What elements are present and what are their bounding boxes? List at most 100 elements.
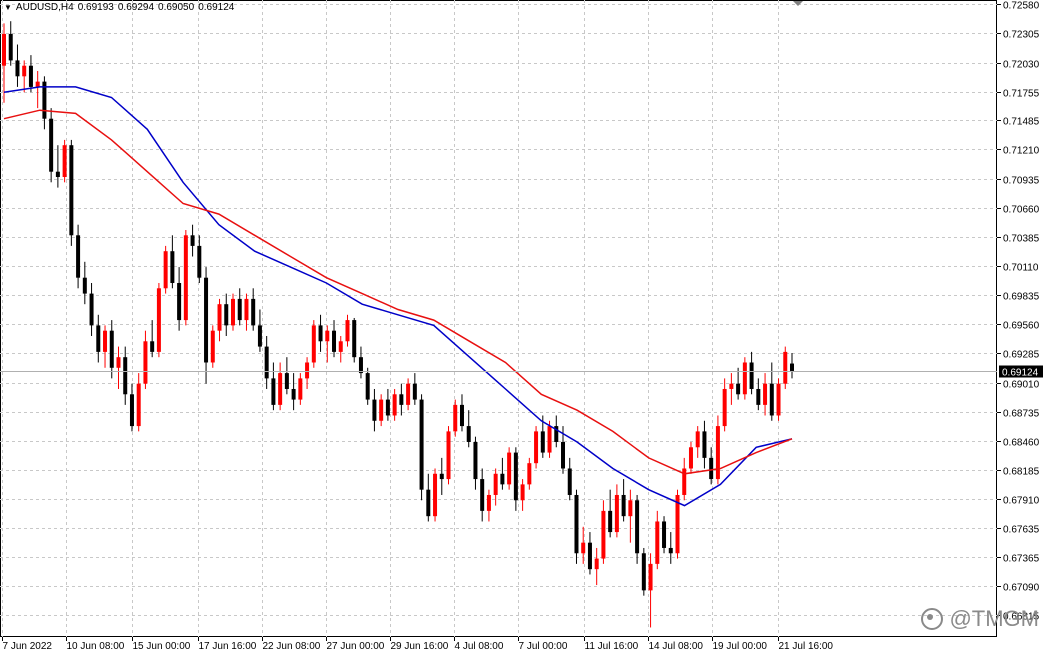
candle-body — [271, 378, 276, 405]
y-tick-label: 0.67635 — [1003, 525, 1040, 536]
x-tick-label: 10 Jun 08:00 — [67, 641, 125, 652]
candle-body — [177, 282, 182, 321]
candle-body — [608, 510, 613, 533]
candle-body — [76, 235, 81, 278]
candle-body — [561, 441, 566, 469]
candle-body — [715, 426, 720, 480]
candle-body — [345, 320, 350, 342]
x-tick-label: 7 Jul 00:00 — [519, 641, 568, 652]
current-price-box — [999, 365, 1043, 378]
y-tick-label: 0.66815 — [1003, 612, 1040, 623]
x-tick-label: 19 Jul 00:00 — [713, 641, 768, 652]
moving-average-line — [3, 109, 793, 475]
candle-body — [55, 171, 60, 178]
candle-body — [473, 441, 478, 480]
candle-body — [547, 426, 552, 453]
candle-body — [614, 494, 619, 533]
candle-body — [662, 521, 667, 548]
candle-body — [278, 373, 283, 405]
x-tick-label: 27 Jun 00:00 — [327, 641, 385, 652]
candle-body — [513, 452, 518, 501]
candle-body — [251, 298, 256, 326]
x-tick-label: 21 Jul 16:00 — [779, 641, 834, 652]
candle-body — [790, 363, 794, 371]
candle-body — [567, 468, 572, 495]
candle-body — [493, 473, 498, 495]
y-tick-label: 0.71210 — [1003, 146, 1040, 157]
candle-body — [42, 81, 47, 119]
x-tick-label: 14 Jul 08:00 — [649, 641, 704, 652]
candle-body — [230, 298, 235, 326]
candle-body — [446, 431, 451, 480]
candle-body — [399, 394, 404, 405]
y-tick-label: 0.68735 — [1003, 409, 1040, 420]
candle-body — [123, 357, 128, 395]
candle-body — [635, 500, 640, 554]
symbol-label: AUDUSD,H4 — [15, 2, 74, 13]
candle-body — [385, 399, 390, 416]
candle-body — [641, 553, 646, 591]
candle-body — [170, 251, 175, 283]
open-price: 0.69193 — [77, 2, 114, 13]
candle-body — [688, 447, 693, 469]
y-tick-label: 0.69010 — [1003, 380, 1040, 391]
candle-body — [257, 325, 262, 347]
candle-body — [264, 346, 269, 379]
candle-body — [756, 388, 761, 405]
y-tick-label: 0.70385 — [1003, 234, 1040, 245]
candle-body — [358, 357, 363, 374]
x-tick-label: 29 Jun 16:00 — [391, 641, 449, 652]
candle-body — [197, 245, 202, 278]
y-tick-label: 0.72305 — [1003, 30, 1040, 41]
broker-watermark: @TMGM — [921, 606, 1039, 632]
candle-body — [28, 65, 33, 87]
candle-body — [621, 494, 626, 517]
candle-body — [291, 388, 296, 400]
candle-body — [540, 431, 545, 453]
candle-body — [628, 500, 633, 517]
candle-body — [453, 404, 458, 432]
candle-body — [466, 426, 471, 442]
candle-body — [783, 351, 788, 384]
candle-body — [601, 510, 606, 559]
candle-body — [96, 325, 101, 352]
candle-body — [749, 362, 754, 389]
x-tick-label: 17 Jun 16:00 — [199, 641, 257, 652]
candle-body — [49, 118, 54, 172]
candle-body — [648, 563, 653, 591]
candle-body — [338, 341, 343, 352]
candle-body — [325, 330, 330, 342]
candle-body — [116, 357, 121, 368]
candle-body — [500, 473, 505, 485]
collapse-triangle-icon[interactable]: ▼ — [4, 3, 12, 12]
candle-body — [204, 277, 209, 363]
candle-body — [695, 431, 700, 448]
y-tick-label: 0.68460 — [1003, 438, 1040, 449]
candle-body — [62, 145, 67, 178]
x-tick-label: 11 Jul 16:00 — [585, 641, 639, 652]
y-tick-label: 0.72580 — [1003, 1, 1040, 12]
x-tick-label: 7 Jun 2022 — [3, 641, 53, 652]
candle-body — [156, 288, 161, 352]
high-price: 0.69294 — [117, 2, 155, 13]
candle-body — [22, 65, 27, 77]
candle-body — [655, 521, 660, 564]
candle-body — [318, 325, 323, 342]
candle-body — [433, 473, 438, 517]
y-tick-label: 0.71485 — [1003, 117, 1040, 128]
candle-body — [682, 468, 687, 495]
candle-body — [554, 426, 559, 442]
candle-body — [668, 547, 673, 554]
candle-body — [419, 399, 424, 490]
candle-body — [587, 542, 592, 570]
candle-body — [150, 341, 155, 352]
candle-body — [520, 484, 525, 501]
candle-body — [581, 542, 586, 554]
close-price: 0.69124 — [198, 2, 235, 13]
candle-body — [709, 457, 714, 480]
candle-body — [210, 330, 215, 363]
candle-body — [129, 394, 134, 427]
candle-body — [763, 383, 768, 405]
